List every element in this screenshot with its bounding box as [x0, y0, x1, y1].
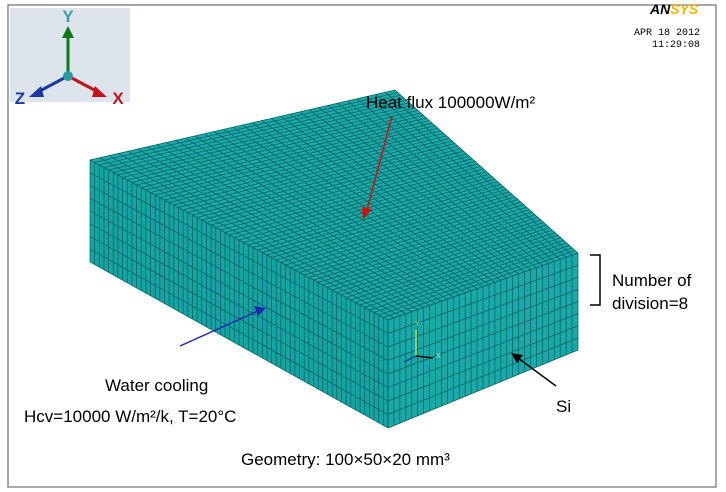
triad-x-label: X: [112, 89, 124, 108]
divisions-label: division=8: [612, 294, 688, 313]
logo: ANSYS: [649, 1, 699, 17]
mini-y-label: Y: [415, 321, 420, 328]
time: 11:29:08: [652, 40, 700, 51]
water-cooling-label: Water cooling: [105, 376, 208, 395]
date: APR 18 2012: [634, 28, 700, 39]
convection-label: Hcv=10000 W/m²/k, T=20°C: [24, 407, 236, 426]
triad-y-label: Y: [62, 7, 74, 26]
mini-x-label: X: [436, 353, 441, 360]
triad-z-label: Z: [15, 89, 25, 108]
logo-part: AN: [649, 1, 671, 17]
geometry-label: Geometry: 100×50×20 mm³: [241, 450, 450, 469]
screenshot: Y Z X ANSYS APR 18 2012 11:29:08 Heat fl…: [0, 0, 726, 492]
divisions-label: Number of: [612, 271, 692, 290]
heat-flux-label: Heat flux 100000W/m²: [366, 93, 535, 112]
page: Y Z X ANSYS APR 18 2012 11:29:08 Heat fl…: [0, 0, 726, 492]
material-label: Si: [556, 397, 571, 416]
triad-origin: [63, 71, 73, 81]
logo-part: SYS: [670, 1, 699, 17]
